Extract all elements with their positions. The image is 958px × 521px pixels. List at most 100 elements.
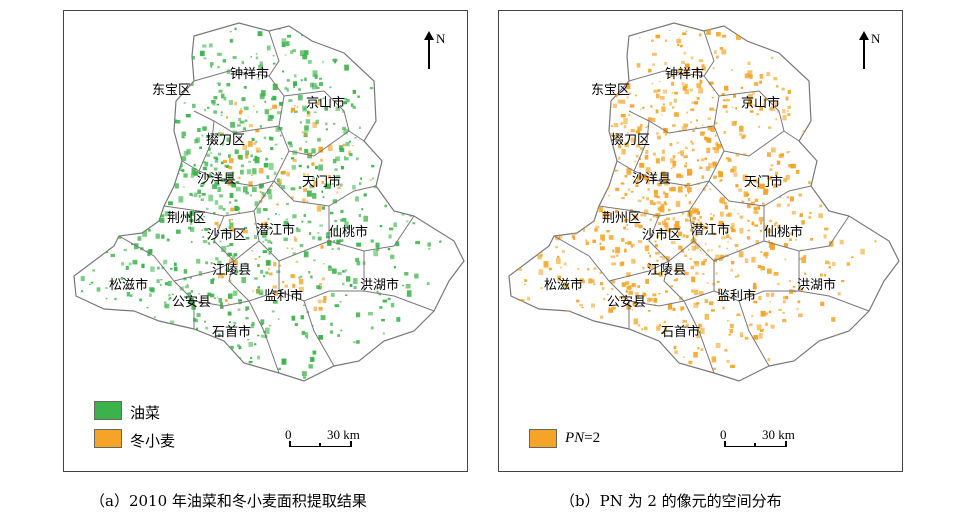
pn2-pixel — [788, 280, 791, 282]
pn2-pixel — [571, 235, 575, 239]
crop-pixel — [173, 119, 177, 124]
pn2-pixel — [639, 37, 641, 39]
pn2-pixel — [676, 141, 679, 144]
crop-pixel — [141, 74, 144, 77]
crop-pixel — [120, 277, 124, 280]
scale-distance: 30 km — [327, 427, 360, 442]
pn2-pixel — [665, 39, 668, 42]
pn2-pixel — [523, 279, 528, 282]
pn2-pixel — [734, 275, 738, 278]
crop-pixel — [258, 64, 263, 70]
north-arrow: N — [424, 31, 454, 75]
crop-pixel — [181, 136, 185, 139]
pn2-pixel — [798, 193, 802, 197]
crop-pixel — [243, 229, 248, 234]
crop-pixel — [94, 99, 98, 103]
pn2-pixel — [579, 304, 583, 307]
pn2-pixel — [565, 355, 570, 361]
pn2-pixel — [805, 142, 808, 144]
crop-pixel — [230, 182, 236, 186]
pn2-pixel — [692, 130, 695, 132]
pn2-pixel — [570, 190, 573, 193]
pn2-pixel — [656, 235, 659, 239]
crop-pixel — [275, 126, 280, 132]
pn2-pixel — [798, 313, 803, 317]
crop-pixel — [187, 292, 191, 296]
pn2-pixel — [741, 200, 744, 203]
crop-pixel — [97, 319, 100, 322]
crop-pixel — [437, 207, 441, 211]
crop-pixel — [286, 247, 289, 249]
pn2-pixel — [713, 175, 717, 179]
pn2-pixel — [747, 183, 750, 187]
pn2-pixel — [801, 220, 805, 225]
pn2-pixel — [641, 174, 647, 178]
crop-pixel — [215, 182, 220, 186]
crop-pixel — [120, 218, 124, 222]
pn2-pixel — [759, 106, 763, 111]
pn2-pixel — [732, 25, 737, 29]
pn2-pixel — [644, 326, 648, 331]
crop-pixel — [229, 222, 234, 228]
pn2-pixel — [593, 283, 596, 286]
crop-pixel — [230, 121, 235, 128]
pn2-pixel — [600, 178, 605, 183]
pn2-pixel — [603, 164, 607, 169]
pn2-pixel — [693, 302, 699, 308]
pn2-pixel — [659, 228, 663, 232]
crop-pixel — [235, 186, 241, 192]
crop-pixel — [167, 141, 170, 143]
crop-pixel — [183, 269, 188, 274]
pn2-pixel — [582, 279, 586, 284]
crop-pixel — [158, 342, 163, 349]
crop-pixel — [202, 44, 207, 48]
crop-pixel — [143, 148, 149, 154]
pn2-pixel — [636, 63, 641, 68]
crop-pixel — [198, 271, 203, 276]
legend-swatch-pn2 — [529, 429, 557, 448]
crop-pixel — [144, 187, 147, 190]
crop-pixel — [200, 198, 204, 201]
crop-pixel — [265, 271, 269, 275]
pn2-pixel — [691, 75, 694, 78]
pn2-pixel — [786, 110, 789, 112]
pn2-pixel — [709, 188, 712, 191]
crop-pixel — [304, 125, 309, 132]
crop-pixel — [337, 334, 340, 337]
pn2-pixel — [634, 292, 639, 298]
crop-pixel — [81, 205, 85, 209]
pn2-pixel — [818, 213, 823, 219]
crop-pixel — [168, 294, 171, 297]
crop-pixel — [169, 353, 175, 361]
crop-pixel — [338, 145, 344, 150]
crop-pixel — [245, 154, 249, 159]
pn2-pixel — [770, 107, 774, 110]
crop-pixel — [160, 283, 162, 286]
scale-bar: 0 30 km — [285, 427, 379, 457]
pn2-pixel — [712, 89, 715, 91]
pn2-pixel — [802, 256, 806, 259]
crop-pixel — [234, 260, 238, 265]
pn2-pixel — [557, 145, 561, 149]
pn2-pixel — [591, 279, 595, 283]
crop-pixel — [381, 318, 385, 322]
pn2-pixel — [578, 117, 583, 122]
pn2-pixel — [677, 68, 681, 72]
crop-pixel — [352, 105, 356, 109]
pn2-pixel — [595, 184, 600, 188]
pn2-pixel — [530, 170, 536, 175]
pn2-pixel — [594, 228, 598, 232]
pn2-pixel — [716, 144, 722, 148]
crop-pixel — [75, 312, 77, 315]
crop-pixel — [161, 234, 165, 239]
pn2-pixel — [521, 181, 526, 185]
crop-pixel — [312, 70, 318, 77]
pn2-pixel — [656, 195, 661, 199]
crop-pixel — [161, 112, 163, 114]
crop-pixel — [298, 278, 304, 285]
crop-pixel — [217, 132, 221, 137]
pn2-pixel — [663, 321, 666, 323]
pn2-pixel — [732, 166, 737, 172]
crop-pixel — [294, 105, 296, 107]
pn2-pixel — [808, 216, 812, 219]
